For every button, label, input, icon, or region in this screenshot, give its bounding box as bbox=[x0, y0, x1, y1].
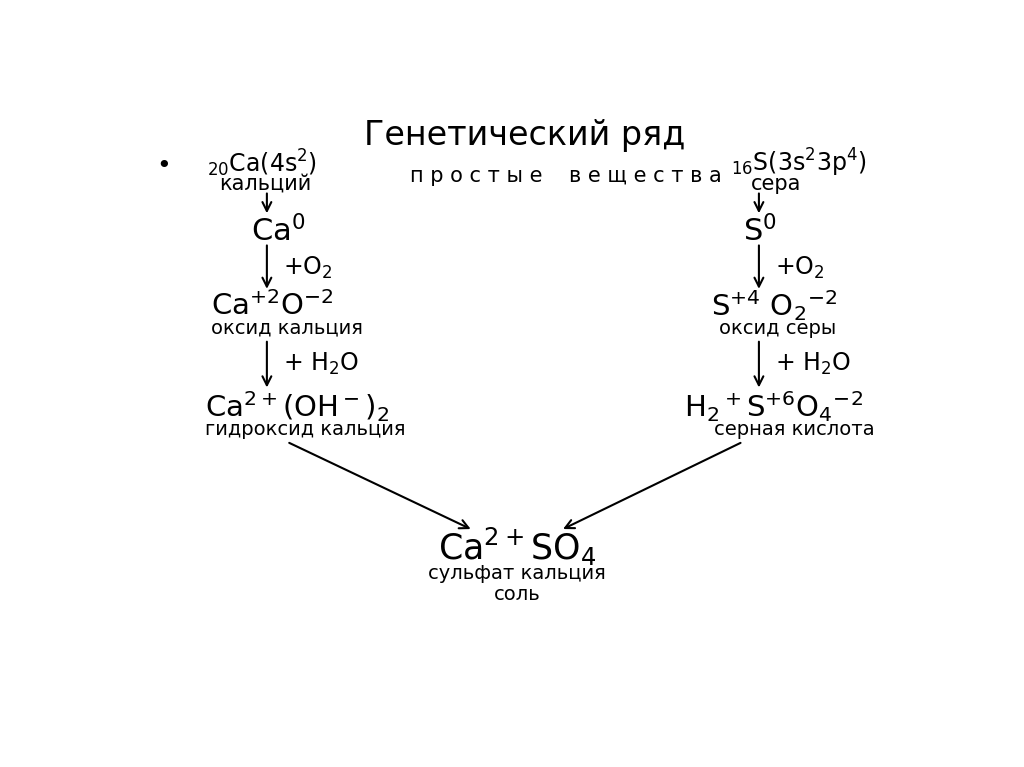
Text: сера: сера bbox=[751, 173, 802, 193]
Text: Ca$^{2+}$SO$_4$: Ca$^{2+}$SO$_4$ bbox=[438, 525, 596, 568]
Text: оксид серы: оксид серы bbox=[719, 319, 837, 337]
Text: H$_2$$^+$S$^{+6}$O$_4$$^{-2}$: H$_2$$^+$S$^{+6}$O$_4$$^{-2}$ bbox=[684, 389, 862, 423]
Text: гидроксид кальция: гидроксид кальция bbox=[205, 420, 406, 439]
Text: оксид кальция: оксид кальция bbox=[211, 319, 364, 337]
Text: сульфат кальция: сульфат кальция bbox=[428, 564, 606, 583]
Text: п р о с т ы е    в е щ е с т в а: п р о с т ы е в е щ е с т в а bbox=[410, 166, 722, 186]
Text: соль: соль bbox=[494, 584, 541, 604]
Text: + H$_2$O: + H$_2$O bbox=[775, 351, 851, 377]
Text: Генетический ряд: Генетический ряд bbox=[365, 119, 685, 152]
Text: S$^{+4}$ O$_2$$^{-2}$: S$^{+4}$ O$_2$$^{-2}$ bbox=[712, 288, 838, 323]
Text: +O$_2$: +O$_2$ bbox=[775, 255, 824, 281]
Text: серная кислота: серная кислота bbox=[714, 420, 874, 439]
Text: Ca$^{+2}$O$^{-2}$: Ca$^{+2}$O$^{-2}$ bbox=[211, 291, 334, 321]
Text: +O$_2$: +O$_2$ bbox=[283, 255, 332, 281]
Text: $_{20}$Ca(4s$^2$): $_{20}$Ca(4s$^2$) bbox=[207, 147, 317, 179]
Text: + H$_2$O: + H$_2$O bbox=[283, 351, 358, 377]
Text: кальций: кальций bbox=[219, 173, 311, 193]
Text: $_{16}$S(3s$^2$3p$^4$): $_{16}$S(3s$^2$3p$^4$) bbox=[731, 146, 866, 179]
Text: Ca$^{2+}$(OH$^-$)$_2$: Ca$^{2+}$(OH$^-$)$_2$ bbox=[205, 389, 389, 423]
Text: Ca$^0$: Ca$^0$ bbox=[251, 215, 305, 247]
Text: S$^0$: S$^0$ bbox=[743, 215, 777, 247]
Text: •: • bbox=[156, 154, 171, 178]
